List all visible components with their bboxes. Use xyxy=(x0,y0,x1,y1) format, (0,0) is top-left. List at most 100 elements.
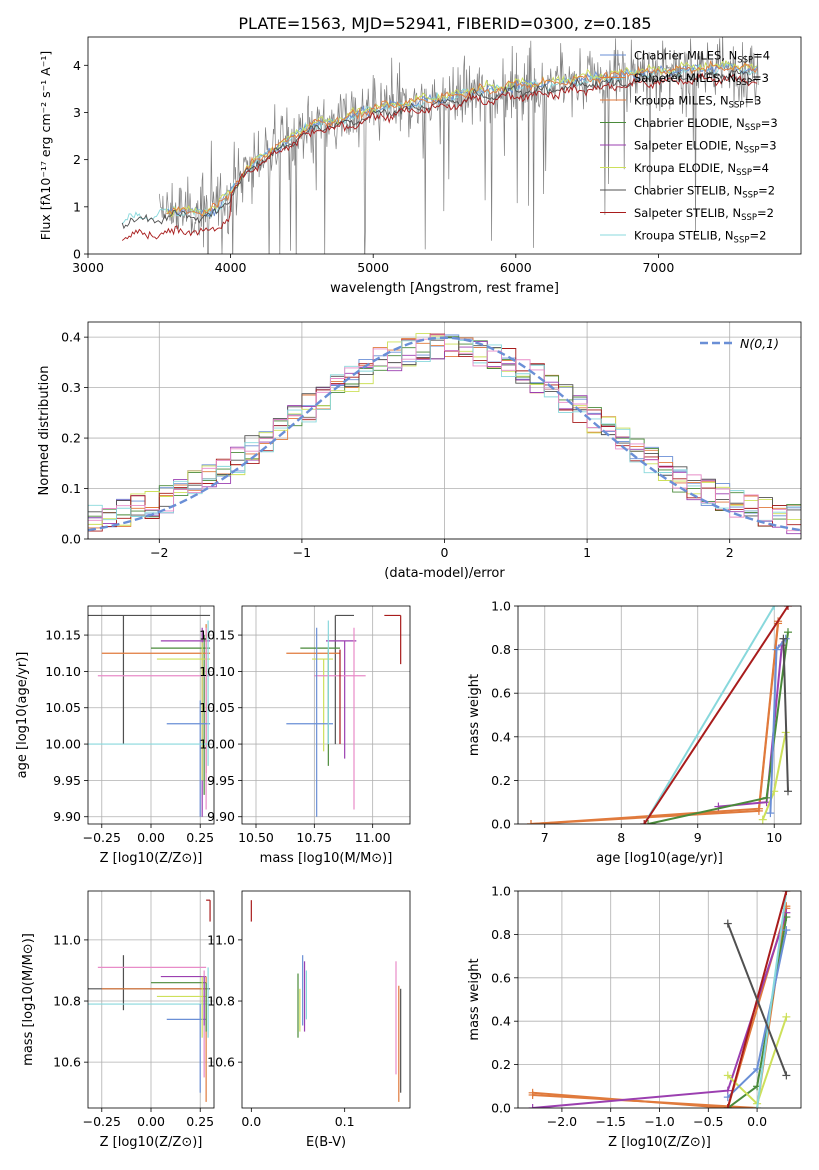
hist-frame xyxy=(87,321,802,540)
mwZ-series-line xyxy=(756,891,788,1108)
ageM-xtick-label: 11.00 xyxy=(355,830,391,845)
legend-label: Chabrier ELODIE, NSSP=3 xyxy=(634,116,778,133)
massZ-axes: −0.25 0.00 0.25 10.6 10.8 11.0 xyxy=(53,891,214,1129)
ageM-frame xyxy=(241,605,411,825)
mwZ-frame xyxy=(517,890,802,1109)
ageZ-points xyxy=(88,614,211,817)
ageZ-ytick-label: 10.00 xyxy=(45,737,81,752)
spectrum-xtick-label: 7000 xyxy=(642,260,674,275)
massZ-ylabel: mass [log10(M/M⊙)] xyxy=(21,933,36,1066)
mwAge-ytick-label: 0.0 xyxy=(491,817,511,832)
mwZ-xtick-label: −0.5 xyxy=(693,1114,723,1129)
mwAge-series-line xyxy=(782,638,789,792)
hist-plot-area xyxy=(88,333,801,539)
hist-xtick-label: −2 xyxy=(150,545,168,560)
legend-count: =2 xyxy=(757,206,774,220)
legend-sub: SSP xyxy=(734,236,750,246)
mwZ-xtick-label: −2.0 xyxy=(547,1114,577,1129)
mwZ-ytick-label: 0.0 xyxy=(491,1101,511,1116)
hist-normal-curve xyxy=(88,336,801,532)
massE-frame xyxy=(241,890,411,1109)
spectrum-frame xyxy=(87,36,802,255)
spectrum-axes: 3000 4000 5000 6000 7000 0 1 2 3 4 xyxy=(72,58,674,275)
legend-label: Salpeter ELODIE, NSSP=3 xyxy=(634,139,777,156)
massZ-xlabel: Z [log10(Z/Z⊙)] xyxy=(100,1135,203,1150)
massZ-ytick-label: 10.6 xyxy=(53,1055,81,1070)
mwAge-ytick-label: 0.8 xyxy=(491,642,511,657)
mwAge-xtick-label: 7 xyxy=(541,830,549,845)
spectrum-ytick-label: 2 xyxy=(73,152,81,167)
hist-ytick-label: 0.4 xyxy=(61,330,81,345)
spectrum-xtick-label: 4000 xyxy=(215,260,247,275)
massE-points xyxy=(250,900,402,1102)
mwZ-xtick-label: 0.0 xyxy=(747,1114,767,1129)
massZ-frame xyxy=(87,890,215,1109)
legend-sub: SSP xyxy=(736,168,752,178)
massZ-ytick-label: 11.0 xyxy=(53,932,81,947)
hist-ytick-label: 0.0 xyxy=(61,532,81,547)
hist-axes: −2 −1 0 1 2 0.0 0.1 0.2 0.3 0.4 xyxy=(61,322,801,560)
mwZ-ytick-label: 0.2 xyxy=(491,1057,511,1072)
spectrum-ytick-label: 3 xyxy=(73,105,81,120)
legend-label: Chabrier MILES, NSSP=4 xyxy=(634,49,770,66)
mwAge-xtick-label: 10 xyxy=(766,830,782,845)
ageM-ytick-label: 10.10 xyxy=(199,664,235,679)
spectrum-model-line xyxy=(121,72,758,241)
legend-label: Kroupa STELIB, NSSP=2 xyxy=(634,229,766,246)
legend-sub: SSP xyxy=(729,101,745,111)
ageZ-ytick-label: 9.95 xyxy=(53,773,81,788)
spectrum-model-line xyxy=(166,60,758,217)
hist-ylabel: Normed distribution xyxy=(37,366,52,496)
hist-xtick-label: 2 xyxy=(726,545,734,560)
massE-ytick-label: 10.6 xyxy=(207,1055,235,1070)
massE-ytick-label: 11.0 xyxy=(207,932,235,947)
mwZ-ytick-label: 0.6 xyxy=(491,970,511,985)
hist-legend-label: N(0,1) xyxy=(740,336,779,351)
legend-sub: SSP xyxy=(737,56,753,66)
legend-count: =3 xyxy=(761,116,778,130)
spectrum-legend: Chabrier MILES, NSSP=4 Salpeter MILES, NS… xyxy=(600,49,778,246)
spectrum-ytick-label: 4 xyxy=(73,58,81,73)
mwAge-xtick-label: 9 xyxy=(694,830,702,845)
ageZ-xtick-label: 0.25 xyxy=(186,830,214,845)
spectrum-xtick-label: 6000 xyxy=(500,260,532,275)
mwAge-plot-area xyxy=(527,606,792,824)
mwAge-ytick-label: 1.0 xyxy=(491,599,511,614)
massE-axes: 0.0 0.1 10.6 10.8 11.0 xyxy=(207,932,354,1129)
massZ-ytick-label: 10.8 xyxy=(53,994,81,1009)
mwZ-ytick-label: 0.8 xyxy=(491,927,511,942)
mwZ-plot-area xyxy=(528,891,791,1108)
hist-ytick-label: 0.2 xyxy=(61,431,81,446)
spectrum-ytick-label: 0 xyxy=(73,247,81,262)
mwAge-ytick-label: 0.6 xyxy=(491,686,511,701)
mwAge-xlabel: age [log10(age/yr)] xyxy=(596,851,723,866)
legend-count: =2 xyxy=(758,184,775,198)
massE-xlabel: E(B-V) xyxy=(306,1135,346,1150)
legend-label: Chabrier STELIB, NSSP=2 xyxy=(634,184,775,201)
hist-ytick-label: 0.3 xyxy=(61,380,81,395)
spectrum-ytick-label: 1 xyxy=(73,199,81,214)
mwZ-xtick-label: −1.5 xyxy=(596,1114,626,1129)
legend-count: =4 xyxy=(753,49,770,63)
ageZ-frame xyxy=(87,605,215,825)
ageM-xtick-label: 10.75 xyxy=(296,830,332,845)
ageZ-ytick-label: 10.10 xyxy=(45,664,81,679)
ageZ-xlabel: Z [log10(Z/Z⊙)] xyxy=(100,851,203,866)
ageM-ytick-label: 10.00 xyxy=(199,737,235,752)
hist-ytick-label: 0.1 xyxy=(61,481,81,496)
ageZ-ytick-label: 9.90 xyxy=(53,809,81,824)
mwAge-series-line xyxy=(643,606,789,824)
ageM-points xyxy=(286,614,402,817)
legend-sub: SSP xyxy=(741,213,757,223)
massE-xtick-label: 0.0 xyxy=(241,1114,261,1129)
mwAge-frame xyxy=(517,605,802,825)
legend-label: Kroupa ELODIE, NSSP=4 xyxy=(634,161,769,178)
legend-count: =4 xyxy=(752,161,769,175)
massZ-xtick-label: 0.25 xyxy=(186,1114,214,1129)
mwZ-ytick-label: 1.0 xyxy=(491,884,511,899)
hist-xlabel: (data-model)/error xyxy=(384,566,505,581)
spectrum-xlabel: wavelength [Angstrom, rest frame] xyxy=(330,281,559,296)
mwZ-series-line xyxy=(726,923,788,1076)
legend-sub: SSP xyxy=(744,146,760,156)
hist-xtick-label: 1 xyxy=(583,545,591,560)
